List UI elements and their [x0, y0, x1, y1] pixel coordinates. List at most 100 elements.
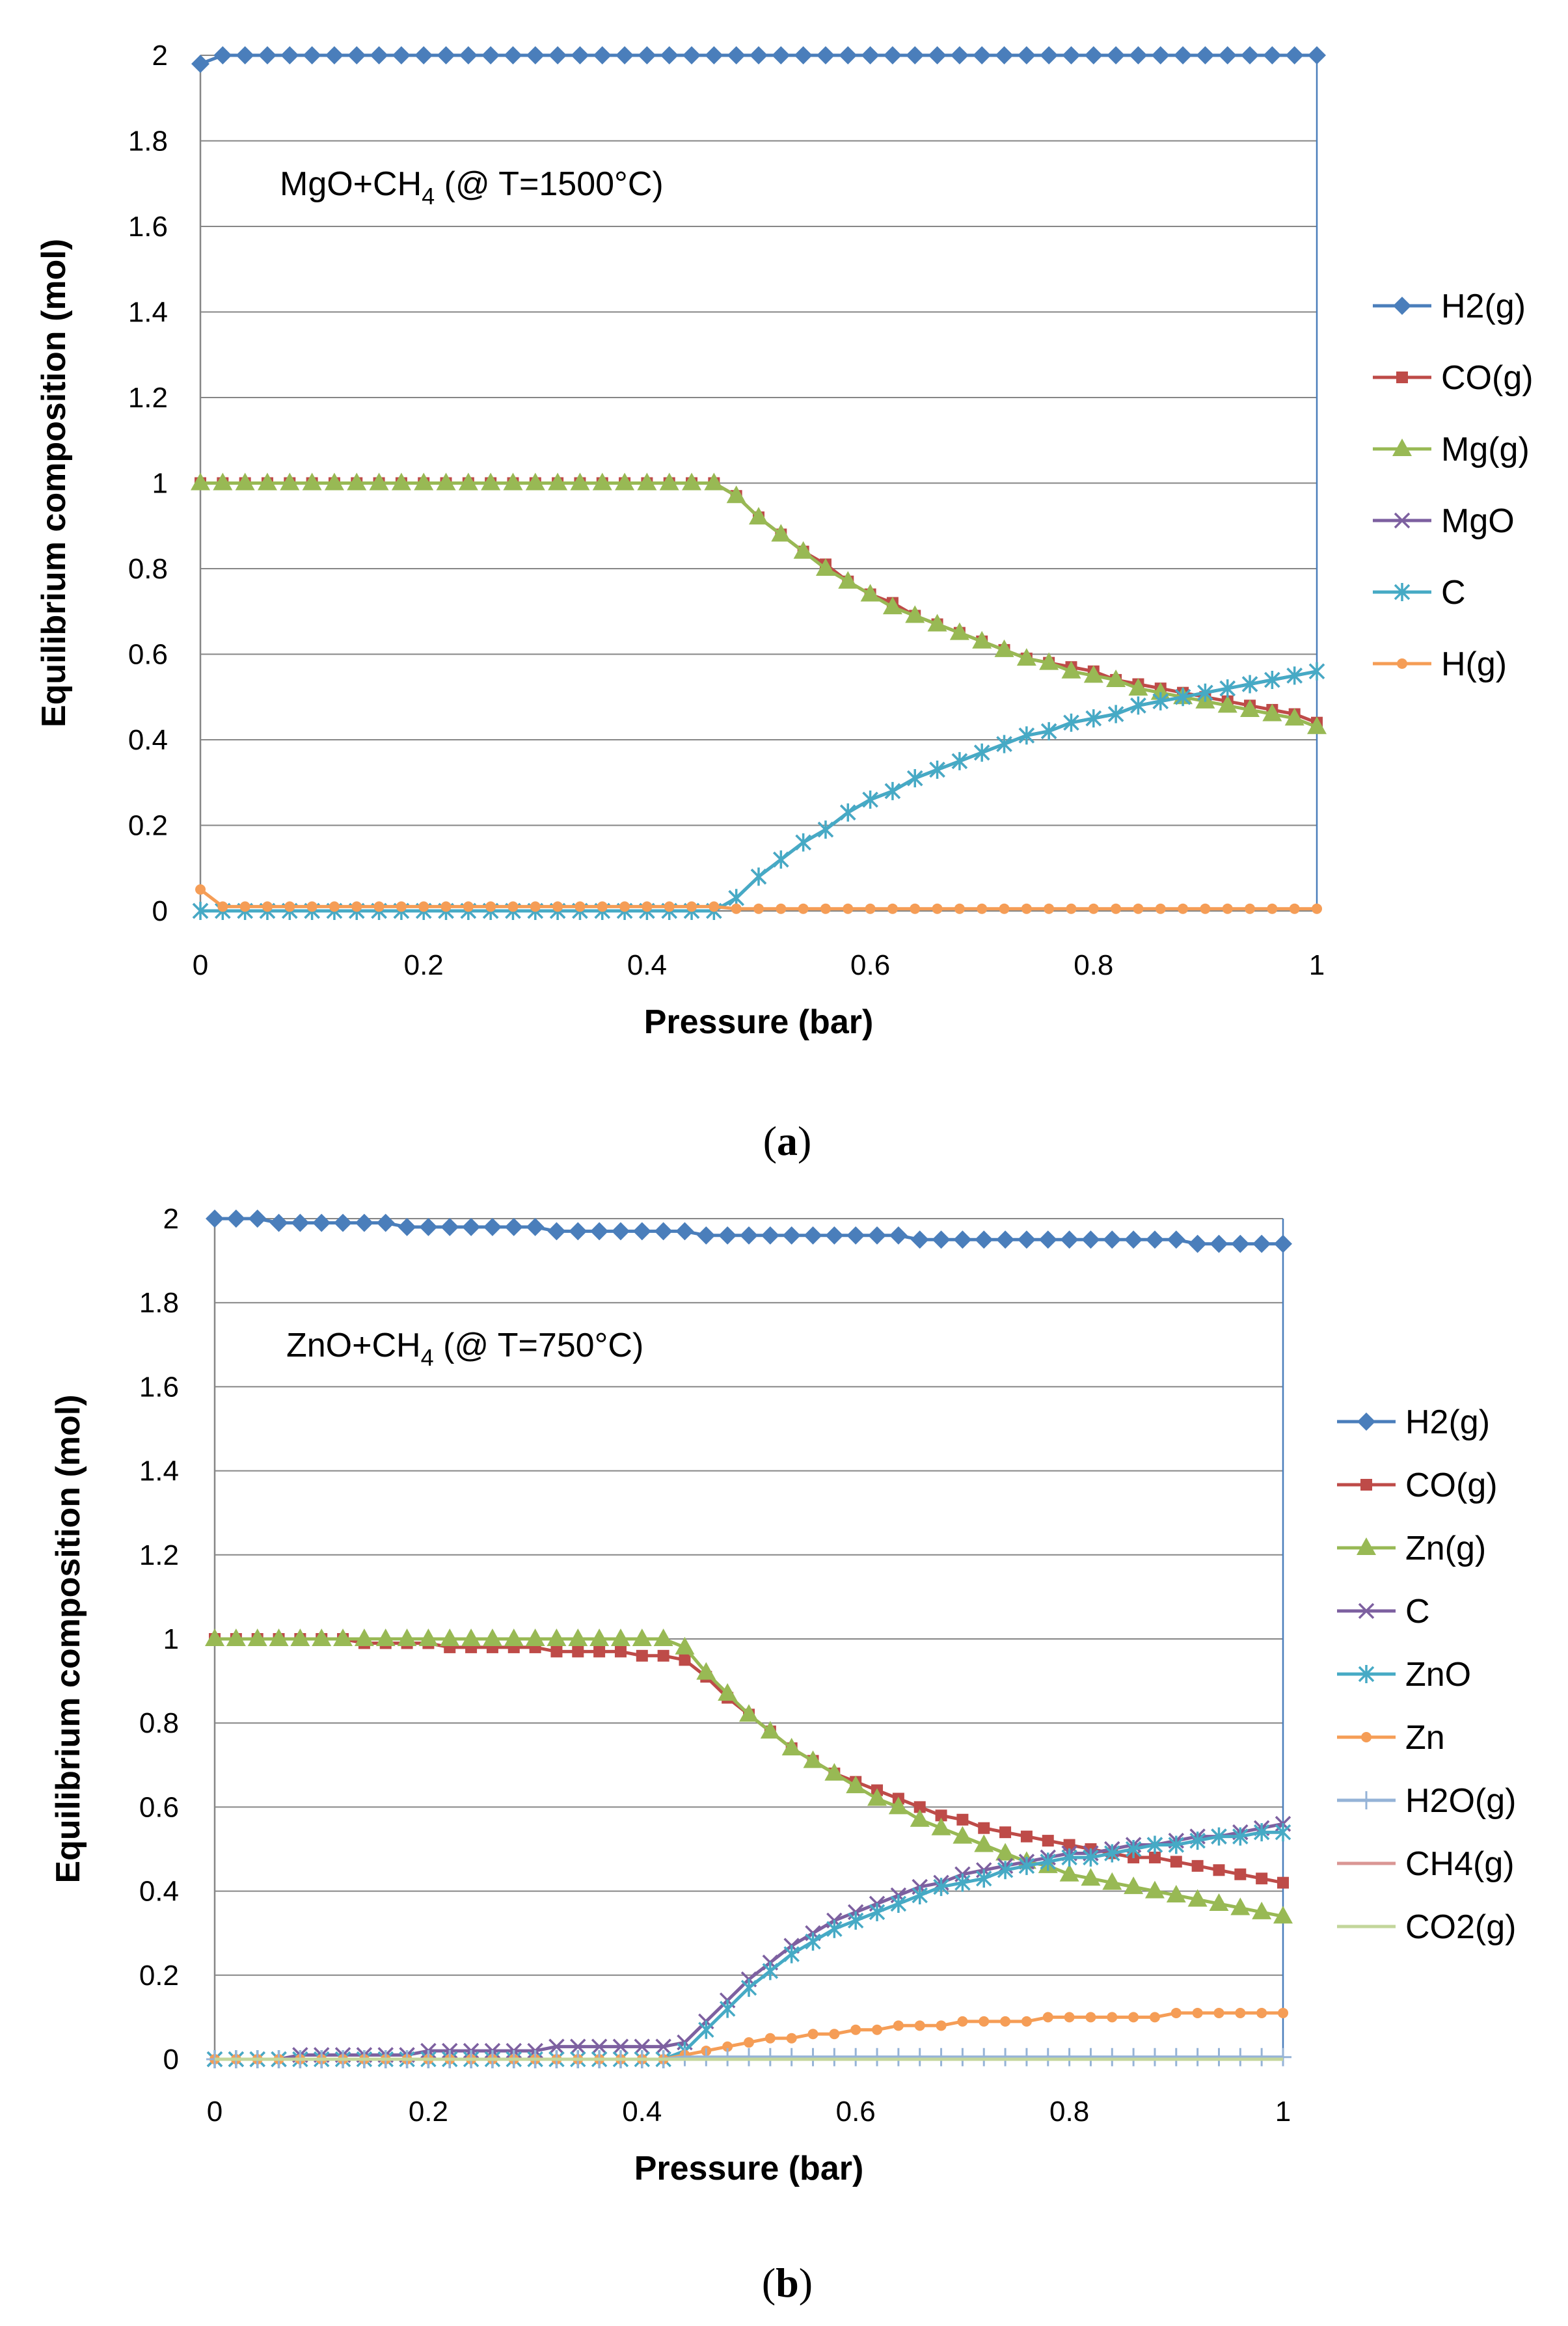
y-tick-label: 0.6 [128, 639, 168, 671]
data-point-h-g [530, 901, 541, 912]
legend-label: Mg(g) [1441, 431, 1530, 468]
data-point-zno [805, 1932, 821, 1951]
legend-item-mgo: MgO [1373, 502, 1515, 540]
data-point-h2o-g [719, 2048, 737, 2066]
data-point-zno [1018, 1856, 1035, 1875]
data-point-h2-g [839, 46, 858, 64]
data-point-h2-g [1038, 1230, 1057, 1249]
data-point-h2-g [303, 46, 321, 64]
data-point-mg-g [815, 558, 835, 576]
x-tick-label: 0.6 [836, 2096, 876, 2128]
data-point-h2-g [334, 1213, 353, 1232]
legend-label: Zn(g) [1405, 1530, 1486, 1567]
data-point-zn-g [1124, 1876, 1144, 1895]
x-tick-label: 0.4 [622, 2096, 662, 2128]
data-point-h2o-g [869, 2048, 886, 2066]
legend-item-h2-g: H2(g) [1373, 288, 1526, 325]
data-point-h2-g [459, 46, 478, 64]
data-point-h2-g [236, 46, 254, 64]
data-point-h2-g [437, 46, 455, 64]
data-point-h2o-g [1232, 2048, 1249, 2066]
data-point-h2-g [1274, 1234, 1292, 1253]
data-point-h2-g [697, 1226, 716, 1245]
y-tick-label: 2 [152, 40, 168, 72]
data-point-c [634, 2038, 651, 2055]
series-h2-g [191, 46, 1326, 74]
data-point-h2-g [590, 1222, 609, 1241]
data-point-h2o-g [1018, 2048, 1035, 2066]
legend-label: Zn [1405, 1719, 1445, 1757]
data-point-h2-g [440, 1217, 459, 1236]
data-point-zno [1232, 1827, 1249, 1846]
chart-b: 0 0.2 0.4 0.6 0.8 1 1.2 1.4 1.6 1.8 2 0 0.2 0.4 0.6 0.8… [49, 1203, 1516, 2306]
y-tick-label: 1 [152, 468, 168, 500]
data-point-zn [914, 2020, 925, 2031]
data-point-h2-g [675, 1222, 694, 1241]
y-tick-label: 2 [163, 1203, 179, 1235]
data-point-h-g [574, 901, 586, 912]
y-tick-label: 0.6 [139, 1791, 179, 1823]
data-point-zno [1189, 1832, 1206, 1850]
data-point-zno [1040, 1852, 1056, 1871]
data-point-h-g [1178, 903, 1189, 914]
data-point-co-g [636, 1649, 648, 1662]
y-tick-label: 0 [163, 2044, 179, 2076]
data-point-c [1241, 675, 1258, 694]
data-point-h2o-g [740, 2048, 757, 2066]
data-point-mg-g [838, 571, 858, 589]
data-point-h2-g [782, 1226, 801, 1245]
data-point-co-g [956, 1813, 969, 1826]
x-tick-label: 0.8 [1049, 2096, 1089, 2128]
data-point-h2-g [683, 46, 701, 64]
data-point-c [973, 743, 990, 762]
y-tick-label: 1.2 [128, 382, 168, 414]
data-point-mg-g [793, 541, 813, 559]
data-point-mg-g [615, 472, 635, 491]
data-point-h-g [954, 903, 965, 914]
data-point-h2-g [504, 46, 522, 64]
data-point-zno [1146, 1835, 1163, 1854]
data-point-mg-g [927, 614, 947, 632]
data-point-h2-g [1167, 1230, 1185, 1249]
data-point-h2-g [548, 46, 567, 64]
data-point-h2-g [660, 46, 679, 64]
annotation-suffix: (@ T=750°C) [434, 1327, 644, 1364]
data-point-zn-g [354, 1629, 374, 1646]
data-point-zn-g [610, 1629, 630, 1646]
data-point-h-g [1044, 903, 1055, 914]
data-point-mg-g [280, 472, 300, 491]
data-point-zn-g [824, 1763, 845, 1781]
data-point-mg-g [302, 472, 322, 491]
data-point-h2-g [772, 46, 791, 64]
data-point-c [1063, 713, 1079, 732]
data-point-mg-g [771, 524, 791, 542]
caption-close: ) [799, 2260, 813, 2306]
data-point-mg-g [548, 472, 568, 491]
series-line-zn-g [215, 1637, 1284, 1918]
data-point-co-g [1256, 1873, 1268, 1885]
data-point-zn-g [1144, 1880, 1165, 1899]
data-point-zn-g [461, 1629, 481, 1646]
data-point-zno [1125, 1840, 1142, 1858]
legend-item-zn: Zn [1337, 1719, 1445, 1757]
data-point-h2-g [269, 1213, 288, 1232]
data-point-h2o-g [676, 2048, 694, 2066]
data-point-h-g [552, 901, 563, 912]
data-point-mg-g [682, 472, 702, 491]
data-point-h-g [440, 901, 452, 912]
data-point-h2-g [638, 46, 656, 64]
data-point-h2-g [547, 1222, 566, 1241]
caption-close: ) [798, 1118, 811, 1164]
caption-open: ( [763, 1118, 777, 1164]
data-point-h-g [686, 901, 697, 912]
legend-swatch-marker [1360, 1479, 1372, 1491]
data-point-zn [872, 2024, 883, 2035]
data-point-co-g [679, 1654, 691, 1666]
data-point-zn-g [205, 1629, 224, 1646]
caption-letter: a [777, 1118, 798, 1164]
data-point-h2-g [615, 46, 634, 64]
data-point-h2-g [761, 1226, 779, 1245]
data-point-h-g [329, 901, 340, 912]
data-point-c [1219, 679, 1236, 698]
data-point-h2-g [1145, 1230, 1164, 1249]
